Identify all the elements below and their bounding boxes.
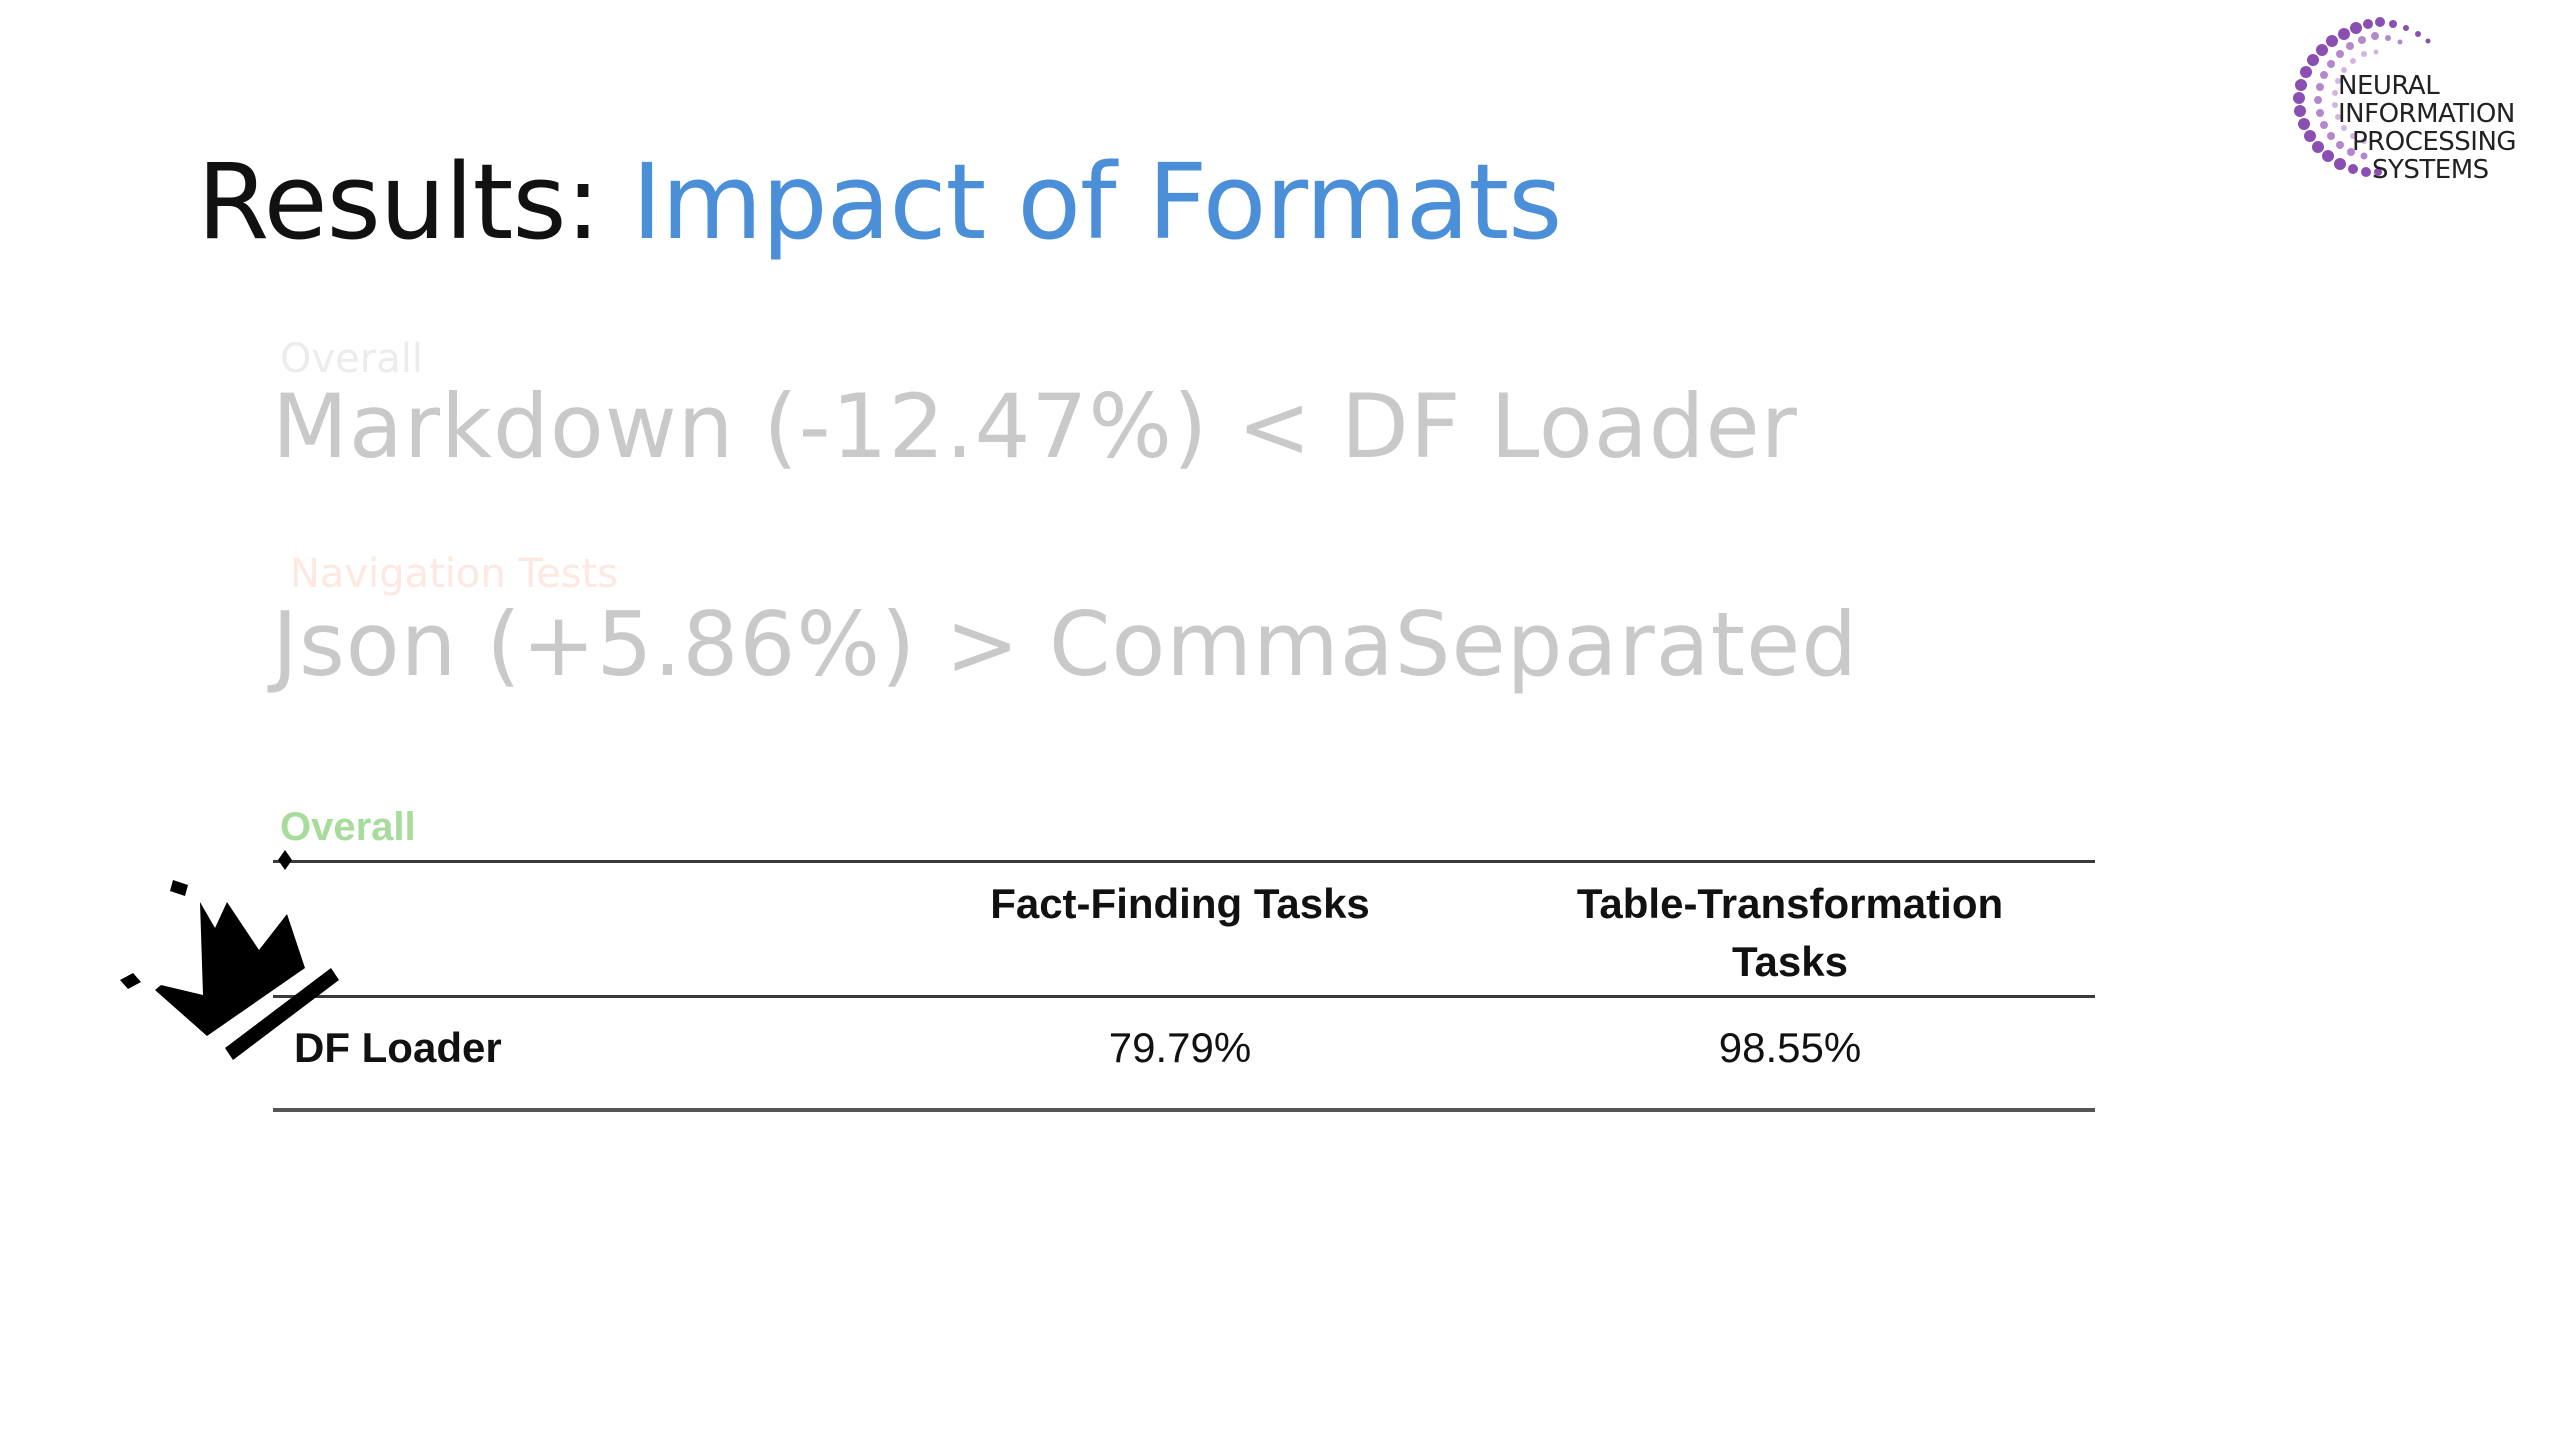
logo-line: SYSTEMS [2372, 155, 2489, 185]
logo-text: NEURAL INFORMATION PROCESSING SYSTEMS [2338, 71, 2517, 185]
row-label-df-loader: DF Loader [294, 1024, 502, 1071]
header-fact-finding: Fact-Finding Tasks [990, 880, 1370, 927]
table-bottom-rule [273, 1108, 2095, 1112]
neurips-logo: NEURAL INFORMATION PROCESSING SYSTEMS [2260, 14, 2550, 194]
logo-line: PROCESSING [2352, 127, 2517, 157]
logo-line: INFORMATION [2338, 99, 2515, 129]
title-highlight: Impact of Formats [631, 141, 1563, 263]
neurips-logo-icon [2293, 17, 2431, 177]
comparison-label-navigation: Navigation Tests [290, 551, 619, 597]
table-top-rule [273, 860, 2095, 863]
title-prefix: Results: [197, 141, 632, 263]
crown-icon [120, 850, 339, 1060]
comparison-json: Json (+5.86%) > CommaSeparated [272, 593, 1859, 696]
table-header-rule [273, 995, 2095, 998]
slide-title: Results: Impact of Formats [197, 150, 1562, 254]
table-label-overall: Overall [280, 805, 416, 849]
cell-table-transformation-value: 98.55% [1718, 1024, 1862, 1071]
comparison-markdown: Markdown (-12.47%) < DF Loader [272, 375, 1798, 478]
header-table-transformation: Table-Transformation Tasks [1576, 880, 2004, 985]
comparison-label-overall: Overall [280, 336, 423, 382]
logo-line: NEURAL [2338, 71, 2440, 101]
cell-fact-finding-value: 79.79% [1108, 1024, 1252, 1071]
